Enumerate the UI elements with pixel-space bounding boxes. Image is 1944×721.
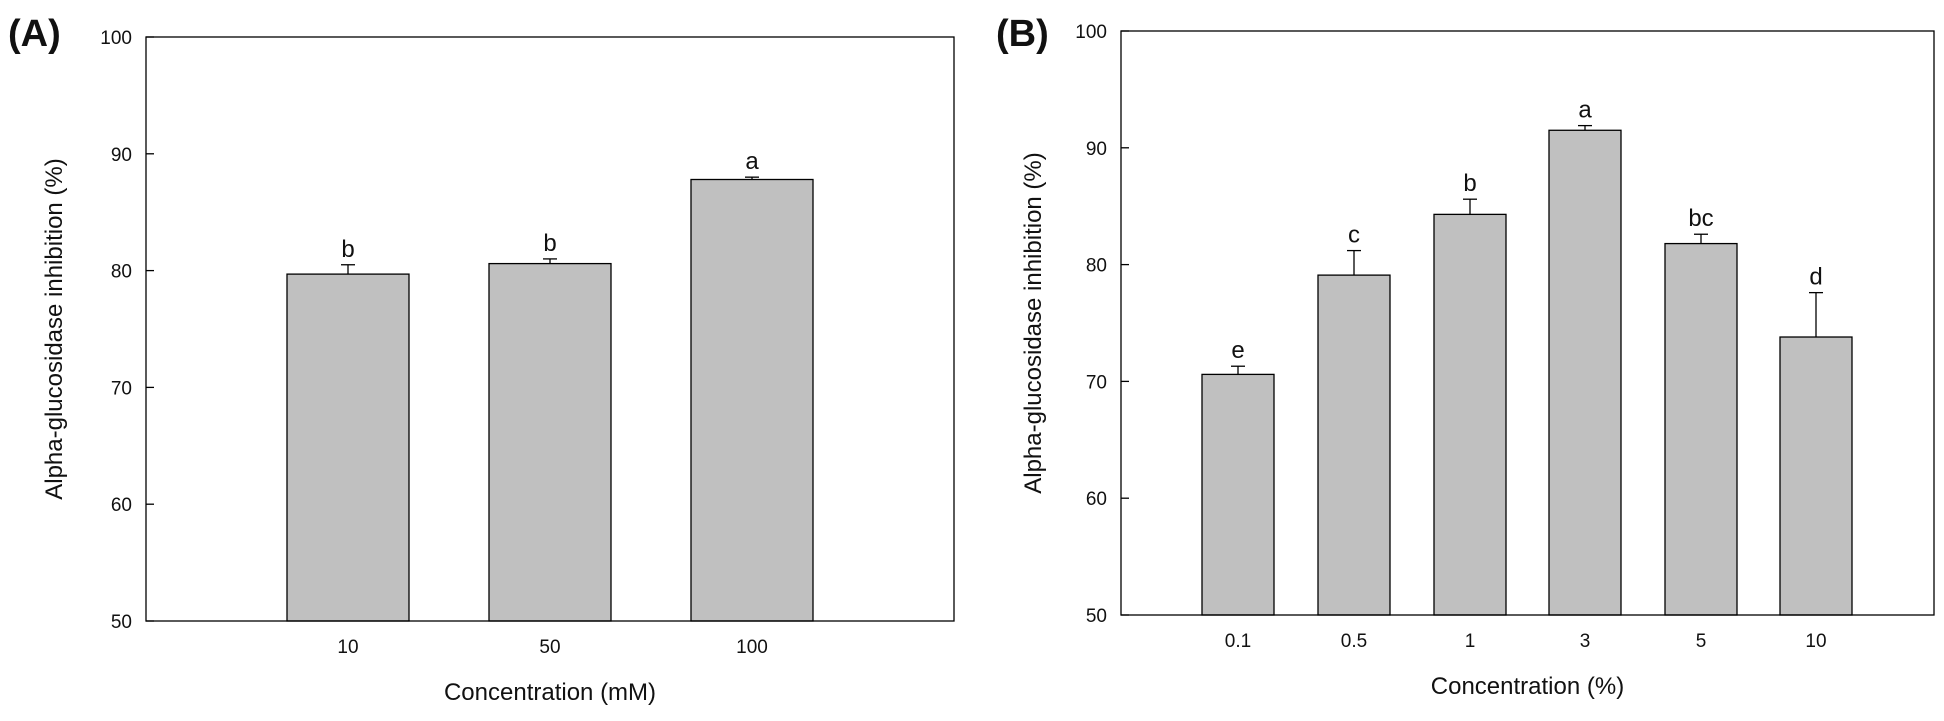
- plot-frame: [145, 36, 955, 622]
- significance-label: d: [1809, 264, 1822, 291]
- x-tick-label: 3: [1580, 631, 1591, 652]
- bar: [1779, 336, 1853, 616]
- y-tick-label: 80: [111, 262, 132, 283]
- bar: [488, 262, 612, 622]
- bar: [1433, 213, 1507, 616]
- x-tick-label: 10: [337, 637, 358, 658]
- bar: [286, 273, 410, 622]
- y-tick-label: 100: [100, 28, 132, 49]
- significance-label: b: [341, 236, 354, 263]
- plot-frame: [1120, 30, 1935, 616]
- panel-b: (B) e 0.1 c 0.5 b 1 a 3 bc 5 d 10 50 60 70 80 90 100 Alpha-…: [996, 13, 1935, 700]
- y-tick-label: 80: [1086, 256, 1107, 277]
- panel-a: (A) b 10 b 50 a 100 50 60 70 80 90 100 Alpha-glucosid…: [8, 13, 955, 706]
- significance-label: a: [745, 148, 759, 175]
- bar: [1664, 242, 1738, 616]
- y-tick-label: 90: [1086, 139, 1107, 160]
- significance-label: bc: [1688, 205, 1713, 232]
- x-tick-label: 50: [539, 637, 560, 658]
- y-tick-label: 90: [111, 145, 132, 166]
- bar: [1201, 373, 1275, 616]
- x-axis-title: Concentration (mM): [444, 679, 656, 706]
- bar: [690, 178, 814, 622]
- panel-label: (B): [996, 13, 1049, 55]
- x-tick-label: 10: [1805, 631, 1826, 652]
- y-axis-title: Alpha-glucosidase inhibition (%): [1020, 152, 1047, 494]
- y-tick-label: 70: [1086, 372, 1107, 393]
- y-tick-label: 100: [1075, 22, 1107, 43]
- y-tick-label: 50: [111, 612, 132, 633]
- significance-label: c: [1348, 222, 1360, 249]
- bar: [1548, 129, 1622, 616]
- x-tick-label: 1: [1465, 631, 1476, 652]
- y-tick-label: 50: [1086, 606, 1107, 627]
- significance-label: e: [1231, 337, 1244, 364]
- bar: [1317, 274, 1391, 616]
- x-tick-label: 100: [736, 637, 768, 658]
- y-tick-label: 60: [111, 495, 132, 516]
- x-tick-label: 5: [1696, 631, 1707, 652]
- y-tick-label: 70: [111, 378, 132, 399]
- y-axis-title: Alpha-glucosidase inhibition (%): [41, 158, 68, 500]
- significance-label: b: [1463, 170, 1476, 197]
- y-tick-label: 60: [1086, 489, 1107, 510]
- panel-label: (A): [8, 13, 61, 55]
- x-axis-title: Concentration (%): [1431, 673, 1624, 700]
- significance-label: b: [543, 230, 556, 257]
- significance-label: a: [1578, 97, 1592, 124]
- x-tick-label: 0.1: [1225, 631, 1251, 652]
- x-tick-label: 0.5: [1341, 631, 1367, 652]
